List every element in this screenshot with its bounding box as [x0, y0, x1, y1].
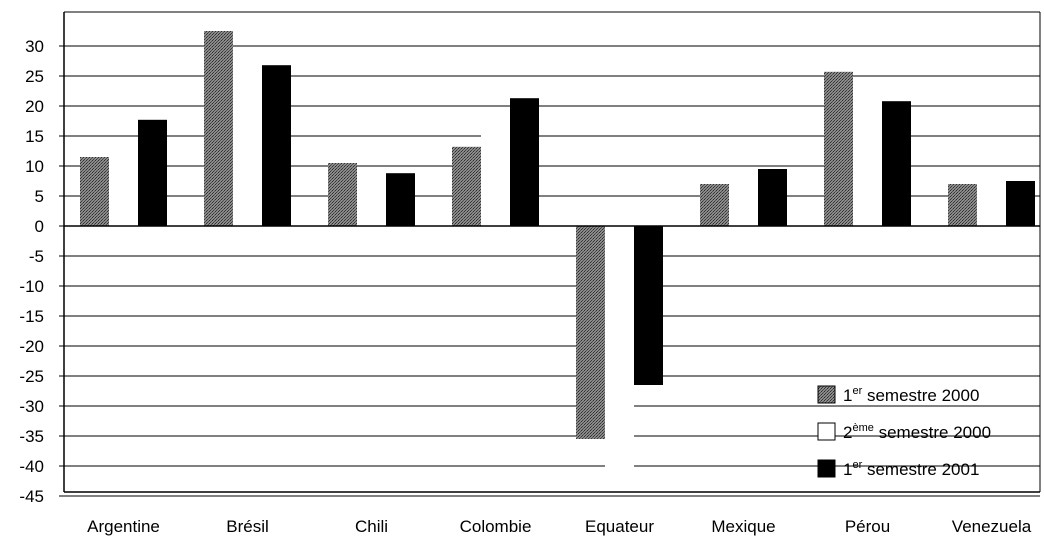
bar-3-venezuela [1006, 181, 1035, 226]
bar-2-colombie [481, 118, 510, 226]
bar-2-venezuela [977, 187, 1006, 226]
y-tick-label: -20 [19, 337, 44, 356]
y-tick-label: -45 [19, 487, 44, 506]
bar-3-mexique [758, 169, 787, 226]
category-label: Brésil [226, 517, 269, 536]
y-tick-label: -5 [29, 247, 44, 266]
legend-item: 2ème semestre 2000 [817, 422, 991, 442]
y-tick-label: 10 [25, 157, 44, 176]
bar-1-brésil [204, 31, 233, 226]
y-tick-label: -15 [19, 307, 44, 326]
legend: 1er semestre 2000 2ème semestre 2000 1er s… [817, 385, 991, 479]
bar-2-mexique [729, 175, 758, 226]
y-tick-labels: 30 25 20 15 10 5 0 -5 -10 -15 -20 -25 -30 -35 -40 -45 [19, 37, 64, 506]
y-tick-label: 5 [35, 187, 44, 206]
category-label: Colombie [460, 517, 532, 536]
y-tick-label: 15 [25, 127, 44, 146]
legend-label: 2ème semestre 2000 [843, 422, 991, 442]
legend-swatch [817, 385, 836, 404]
bar-2-pérou [853, 89, 882, 226]
bar-1-pérou [824, 71, 853, 226]
y-tick-label: 0 [35, 217, 44, 236]
legend-swatch [817, 422, 836, 441]
bar-3-chili [386, 173, 415, 226]
bar-3-colombie [510, 98, 539, 226]
bar-3-equateur [634, 226, 663, 385]
category-labels: Argentine Brésil Chili Colombie Equateur Mexi… [87, 517, 1032, 536]
y-tick-label: -10 [19, 277, 44, 296]
bar-3-brésil [262, 65, 291, 226]
bar-2-chili [357, 167, 386, 226]
y-tick-label: 25 [25, 67, 44, 86]
category-label: Mexique [711, 517, 775, 536]
bar-1-argentine [80, 157, 109, 226]
bar-3-pérou [882, 101, 911, 226]
legend-label: 1er semestre 2000 [843, 385, 979, 405]
legend-swatch [817, 459, 836, 478]
bar-1-chili [328, 163, 357, 226]
axes [63, 12, 1041, 493]
legend-item: 1er semestre 2001 [817, 459, 979, 479]
legend-label: 1er semestre 2001 [843, 459, 979, 479]
y-tick-label: -30 [19, 397, 44, 416]
legend-item: 1er semestre 2000 [817, 385, 979, 405]
bar-1-equateur [576, 226, 605, 439]
category-label: Venezuela [952, 517, 1032, 536]
y-tick-label: -25 [19, 367, 44, 386]
category-label: Pérou [845, 517, 890, 536]
bar-1-colombie [452, 146, 481, 226]
y-tick-label: 30 [25, 37, 44, 56]
bar-1-mexique [700, 184, 729, 226]
bar-2-equateur [605, 226, 634, 481]
category-label: Chili [355, 517, 388, 536]
y-tick-label: -35 [19, 427, 44, 446]
bar-1-venezuela [948, 184, 977, 226]
y-tick-label: -40 [19, 457, 44, 476]
category-label: Argentine [87, 517, 160, 536]
category-label: Equateur [585, 517, 654, 536]
bar-2-argentine [109, 148, 138, 226]
y-tick-label: 20 [25, 97, 44, 116]
bar-3-argentine [138, 119, 167, 226]
bar-2-brésil [233, 62, 262, 227]
bars [80, 31, 1035, 481]
